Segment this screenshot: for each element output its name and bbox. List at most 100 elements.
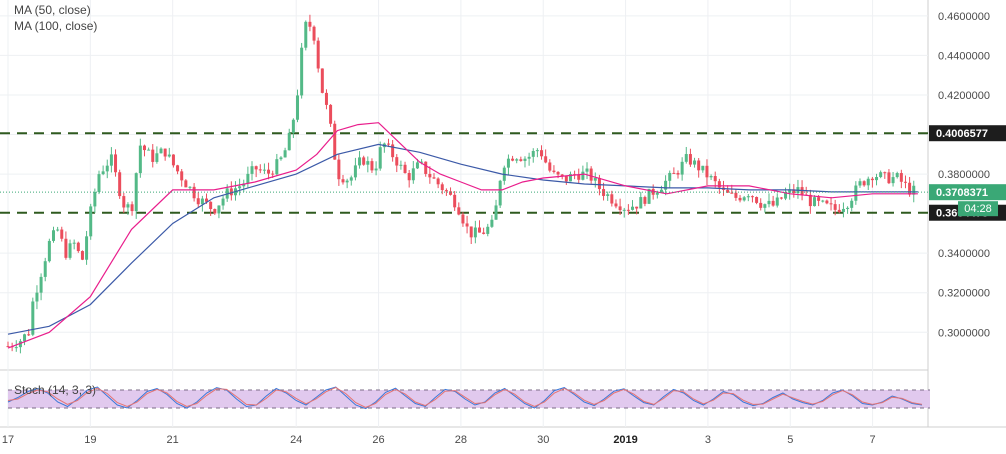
x-tick-label: 24 [290,434,302,446]
candle-body [43,261,47,277]
candle-body [238,186,242,189]
candle-body [176,165,180,172]
candle-body [597,177,601,190]
candle-body [854,185,858,201]
legend-ma100[interactable]: MA (100, close) [14,19,98,33]
candle-body [358,157,362,166]
candle-body [651,188,655,195]
candle-body [552,170,556,172]
candle-body [846,207,850,209]
candle-body [291,119,295,133]
candle-body [444,190,448,192]
candle-body [395,157,399,166]
candle-body [664,180,668,190]
candle-body [213,209,217,214]
candle-body [631,206,635,210]
candle-body [440,184,444,191]
candle-body [424,161,428,174]
candle-body [300,47,304,96]
candle-body [101,171,105,175]
candle-body [337,159,341,180]
candle-body [312,26,316,41]
candle-body [457,207,461,215]
candle-body [250,166,254,174]
x-tick-label: 3 [705,434,711,446]
candle-body [903,181,907,183]
candle-body [304,21,308,48]
candle-body [899,173,903,182]
candle-body [275,159,279,175]
price-axis[interactable]: 0.46000000.44000000.42000000.40000000.38… [938,11,990,339]
candle-body [341,179,345,183]
candle-body [329,104,333,124]
candle-body [544,156,548,163]
y-tick-label: 0.4400000 [938,50,990,62]
candle-body [531,151,535,157]
candle-body [122,196,126,208]
candle-body [610,194,614,204]
candle-body [60,229,64,239]
candle-body [841,208,845,213]
candle-body [432,177,436,179]
y-tick-label: 0.4200000 [938,90,990,102]
candle-body [548,162,552,171]
time-axis[interactable]: 17 19 21 24 26 28 30 2019 3 5 7 [2,434,876,446]
candle-body [64,238,68,258]
candle-body [453,194,457,208]
candle-body [626,209,630,211]
candle-body [192,186,196,199]
legend-ma50[interactable]: MA (50, close) [14,3,91,17]
candle-body [200,198,204,205]
candle-body [333,123,337,160]
candle-body [262,169,266,171]
candle-body [912,185,916,195]
candle-body [205,198,209,202]
candle-body [80,251,84,260]
candle-body [134,173,138,212]
candle-body [755,197,759,203]
y-tick-label: 0.3400000 [938,248,990,260]
candle-body [147,149,151,151]
candle-body [221,198,225,206]
candle-body [829,203,833,205]
candle-body [366,161,370,165]
candle-body [734,192,738,198]
x-tick-label: 5 [787,434,793,446]
candle-body [428,173,432,178]
candle-body [47,240,51,262]
candle-body [490,219,494,227]
candle-body [622,209,626,211]
candle-body [23,334,27,342]
candle-body [506,158,510,168]
candle-body [159,148,163,154]
candle-body [684,154,688,162]
candle-body [784,192,788,199]
candle-body [647,188,651,204]
candle-body [51,230,55,241]
candle-body [296,95,300,120]
candle-body [362,157,366,165]
candle-body [246,173,250,184]
candle-body [126,204,130,208]
candle-body [511,158,515,161]
candle-body [370,161,374,171]
candle-body [519,159,523,161]
candle-body [477,227,481,233]
candle-body [163,148,167,157]
candle-body [308,21,312,27]
candle-body [643,197,647,204]
candle-body [109,154,113,166]
candle-body [763,204,767,208]
x-tick-label: 2019 [613,434,637,446]
stoch-legend[interactable]: Stoch (14, 3, 3) [14,383,97,397]
candle-body [188,186,192,188]
candle-body [415,162,419,169]
candle-body [659,189,663,193]
candle-body [891,177,895,184]
candle-body [589,168,593,181]
candle-body [353,165,357,178]
ma100-line [7,143,918,335]
y-tick-label: 0.3800000 [938,169,990,181]
candle-body [825,200,829,204]
candle-body [411,168,415,181]
